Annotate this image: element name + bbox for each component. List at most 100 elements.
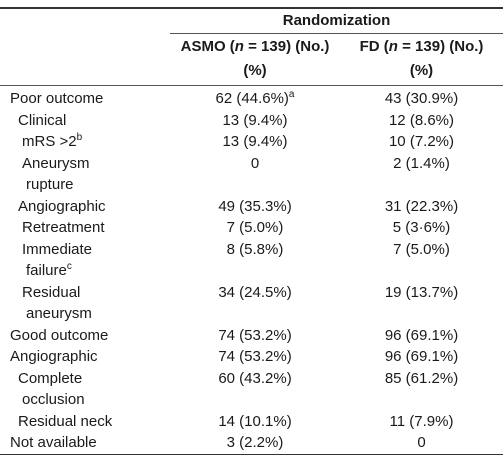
value-cell: 74 (53.2%) [170, 325, 340, 347]
value: 13 (9.4%) [222, 133, 288, 150]
row-label-cell: Complete occlusion [0, 368, 170, 411]
table-row: Angiographic 49 (35.3%) 31 (22.3%) [0, 196, 503, 218]
value: 96 (69.1%) [384, 348, 459, 365]
table-body: Poor outcome 62 (44.6%)a 43 (30.9%) Clinica… [0, 86, 503, 455]
value-cell: 62 (44.6%)a [170, 86, 340, 110]
row-label: Angiographic [10, 348, 98, 365]
group-header: Randomization [170, 8, 503, 34]
table-row: Residual neck 14 (10.1%) 11 (7.9%) [0, 411, 503, 433]
value: 74 (53.2%) [218, 326, 292, 344]
header-text: ASMO ( [180, 38, 235, 55]
table-row: Aneurysm rupture 0 2 (1.4%) [0, 153, 503, 196]
row-label-cell: Residual aneurysm [0, 282, 170, 325]
table-row: Retreatment 7 (5.0%) 5 (3·6%) [0, 217, 503, 239]
value-cell: 13 (9.4%) [170, 131, 340, 153]
row-label-wrap: Poor outcome [0, 88, 128, 110]
value-cell: 96 (69.1%) [340, 325, 503, 347]
row-label: mRS >2 [22, 133, 77, 150]
value: 34 (24.5%) [218, 283, 292, 301]
table-row: Residual aneurysm 34 (24.5%) 19 (13.7%) [0, 282, 503, 325]
table-row: Immediate failurec 8 (5.8%) 7 (5.0%) [0, 239, 503, 282]
table-row: Poor outcome 62 (44.6%)a 43 (30.9%) [0, 86, 503, 110]
value: 43 (30.9%) [384, 90, 459, 107]
value-cell: 10 (7.2%) [340, 131, 503, 153]
row-label-wrap: Good outcome [0, 325, 128, 347]
value-cell: 60 (43.2%) [170, 368, 340, 411]
value-cell: 7 (5.0%) [340, 239, 503, 282]
value: 49 (35.3%) [218, 197, 292, 215]
value: 13 (9.4%) [222, 111, 288, 129]
results-table: Randomization ASMO (n = 139) (No.) (%) F… [0, 7, 503, 455]
column-header: FD (n = 139) (No.) (%) [340, 33, 503, 86]
value-cell: 96 (69.1%) [340, 346, 503, 368]
row-label-wrap: Residual aneurysm [0, 282, 126, 325]
table-row: Not available 3 (2.2%) 0 [0, 432, 503, 454]
value: 10 (7.2%) [388, 133, 455, 150]
row-label: Immediate failure [22, 240, 93, 280]
footnote-mark: a [288, 89, 295, 100]
row-label-wrap: Retreatment [0, 217, 126, 239]
value: 74 (53.2%) [218, 348, 292, 365]
value-cell: 2 (1.4%) [340, 153, 503, 196]
value: 0 [250, 154, 260, 172]
value-cell: 19 (13.7%) [340, 282, 503, 325]
header-italic: n [234, 38, 244, 55]
table-row: Good outcome 74 (53.2%) 96 (69.1%) [0, 325, 503, 347]
value: 19 (13.7%) [384, 283, 459, 301]
row-label: Residual neck [18, 412, 113, 430]
footnote-mark: c [66, 261, 72, 272]
row-label: Retreatment [22, 219, 105, 236]
row-label-cell: mRS >2b [0, 131, 170, 153]
value-cell: 0 [170, 153, 340, 196]
group-header-row: Randomization [0, 8, 503, 34]
value: 12 (8.6%) [388, 111, 455, 129]
value-cell: 34 (24.5%) [170, 282, 340, 325]
value: 14 (10.1%) [218, 412, 292, 430]
page: Randomization ASMO (n = 139) (No.) (%) F… [0, 7, 503, 460]
row-label-cell: Good outcome [0, 325, 170, 347]
header-italic: n [388, 38, 398, 55]
row-label-wrap: Complete occlusion [0, 368, 126, 411]
value: 60 (43.2%) [218, 369, 292, 387]
row-label: Poor outcome [10, 90, 104, 107]
value: 5 (3·6%) [392, 219, 451, 236]
row-label-wrap: Angiographic [0, 196, 126, 218]
row-label-wrap: Clinical [0, 110, 126, 132]
value: 8 (5.8%) [226, 240, 284, 258]
value-cell: 14 (10.1%) [170, 411, 340, 433]
empty-header [0, 8, 170, 34]
value: 2 (1.4%) [393, 154, 450, 172]
value: 7 (5.0%) [226, 219, 284, 236]
header-text: FD ( [359, 38, 389, 55]
table-row: mRS >2b 13 (9.4%) 10 (7.2%) [0, 131, 503, 153]
row-label-cell: Residual neck [0, 411, 170, 433]
header-text: = 139) (No.) (%) [397, 38, 484, 79]
row-label-cell: Clinical [0, 110, 170, 132]
value-cell: 0 [340, 432, 503, 454]
row-label-cell: Aneurysm rupture [0, 153, 170, 196]
value: 31 (22.3%) [384, 197, 459, 215]
value-cell: 43 (30.9%) [340, 86, 503, 110]
value: 0 [417, 434, 426, 451]
value-cell: 31 (22.3%) [340, 196, 503, 218]
header-text: = 139) (No.) (%) [243, 38, 330, 79]
row-label-cell: Retreatment [0, 217, 170, 239]
table-row: Angiographic 74 (53.2%) 96 (69.1%) [0, 346, 503, 368]
empty-header [0, 33, 170, 86]
value: 3 (2.2%) [226, 434, 284, 451]
value-cell: 8 (5.8%) [170, 239, 340, 282]
row-label: Aneurysm rupture [22, 154, 90, 194]
value-cell: 11 (7.9%) [340, 411, 503, 433]
row-label-cell: Immediate failurec [0, 239, 170, 282]
row-label: Not available [10, 434, 97, 451]
row-label-wrap: mRS >2b [0, 131, 126, 153]
row-label-wrap: Aneurysm rupture [0, 153, 126, 196]
row-label-cell: Angiographic [0, 196, 170, 218]
table-row: Complete occlusion 60 (43.2%) 85 (61.2%) [0, 368, 503, 411]
row-label-wrap: Immediate failurec [0, 239, 126, 282]
row-label: Angiographic [18, 197, 106, 215]
row-label-wrap: Residual neck [0, 411, 126, 433]
value-cell: 49 (35.3%) [170, 196, 340, 218]
column-header-row: ASMO (n = 139) (No.) (%) FD (n = 139) (N… [0, 33, 503, 86]
value-cell: 3 (2.2%) [170, 432, 340, 454]
